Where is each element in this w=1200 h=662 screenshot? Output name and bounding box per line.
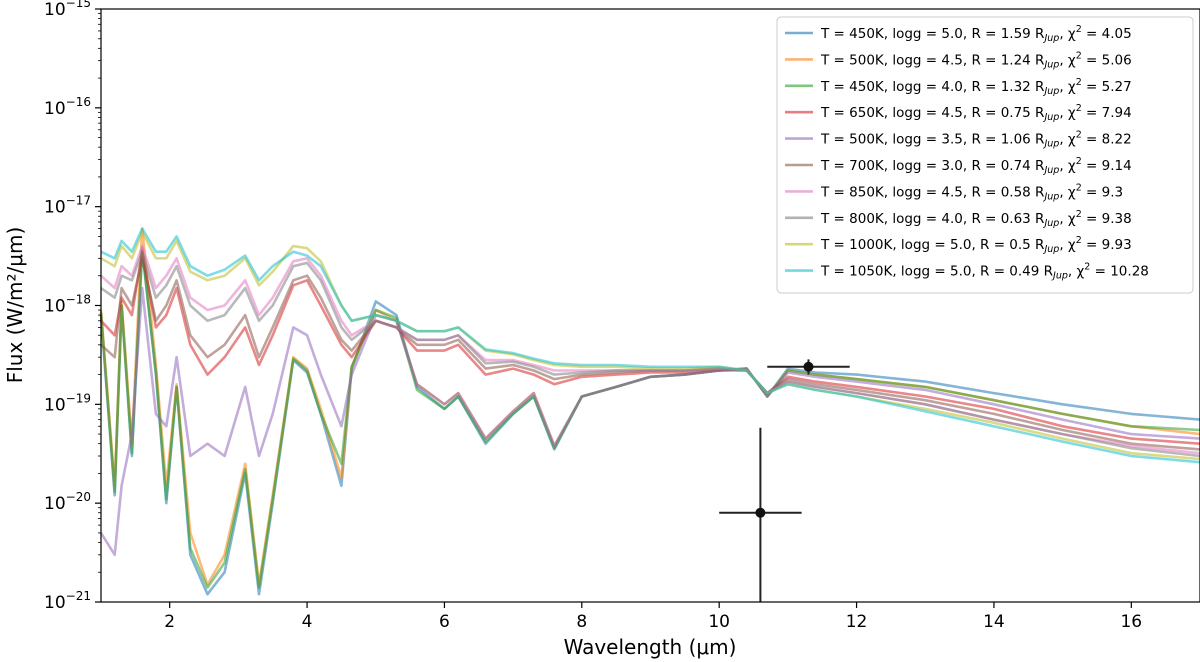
- legend-label: T = 1050K, logg = 5.0, R = 0.49 RJup, χ2…: [820, 262, 1149, 282]
- legend-label: T = 450K, logg = 5.0, R = 1.59 RJup, χ2 …: [820, 24, 1132, 44]
- x-tick: 6: [439, 602, 450, 632]
- legend-entry: T = 850K, logg = 4.5, R = 0.58 RJup, χ2 …: [785, 182, 1123, 202]
- legend-entry: T = 1000K, logg = 5.0, R = 0.5 RJup, χ2 …: [785, 235, 1132, 255]
- y-tick: 10−17: [44, 111, 101, 218]
- legend-label: T = 800K, logg = 4.0, R = 0.63 RJup, χ2 …: [820, 209, 1132, 229]
- series-line-5: [99, 286, 1200, 557]
- x-tick: 14: [983, 602, 1005, 632]
- x-tick-label: 6: [439, 612, 450, 632]
- legend-entry: T = 450K, logg = 4.0, R = 1.32 RJup, χ2 …: [785, 77, 1132, 97]
- legend-label: T = 650K, logg = 4.5, R = 0.75 RJup, χ2 …: [820, 103, 1132, 123]
- legend-label: T = 500K, logg = 3.5, R = 1.06 RJup, χ2 …: [820, 130, 1132, 150]
- legend-entry: T = 500K, logg = 4.5, R = 1.24 RJup, χ2 …: [785, 50, 1132, 70]
- y-tick: 10−21: [44, 507, 101, 613]
- x-tick: 10: [708, 602, 730, 632]
- legend-box: [776, 16, 1194, 294]
- x-axis-ticks: 2 4 6 8 10 12 14 16: [164, 602, 1142, 632]
- legend-entry: T = 450K, logg = 5.0, R = 1.59 RJup, χ2 …: [785, 24, 1132, 44]
- x-tick-label: 14: [983, 612, 1005, 632]
- x-axis-label: Wavelength (μm): [564, 635, 737, 659]
- series-line-6: [100, 257, 1200, 451]
- y-tick-label: 10−21: [44, 589, 91, 613]
- y-tick-label: 10−17: [44, 194, 91, 218]
- series-layer: [99, 227, 1200, 596]
- y-tick: 10−20: [44, 408, 101, 514]
- y-tick-label: 10−20: [44, 490, 91, 514]
- x-tick: 4: [302, 602, 313, 632]
- series-line-8: [100, 250, 1200, 458]
- observation-point-2: [767, 359, 850, 375]
- legend-entry: T = 1050K, logg = 5.0, R = 0.49 RJup, χ2…: [785, 262, 1149, 282]
- legend-label: T = 450K, logg = 4.0, R = 1.32 RJup, χ2 …: [820, 77, 1132, 97]
- x-tick-label: 12: [846, 612, 868, 632]
- legend-entry: T = 700K, logg = 3.0, R = 0.74 RJup, χ2 …: [785, 156, 1132, 176]
- x-tick: 16: [1120, 602, 1142, 632]
- y-tick-label: 10−18: [44, 293, 91, 317]
- legend-entry: T = 500K, logg = 3.5, R = 1.06 RJup, χ2 …: [785, 130, 1132, 150]
- x-tick: 12: [846, 602, 868, 632]
- x-tick: 2: [164, 602, 175, 632]
- y-tick: 10−15: [44, 0, 101, 20]
- observation-point-1: [719, 427, 802, 602]
- x-tick-label: 2: [164, 612, 175, 632]
- y-axis-label: Flux (W/m²/μm): [3, 227, 27, 384]
- series-line-10: [100, 227, 1200, 464]
- x-tick-label: 4: [302, 612, 313, 632]
- legend-label: T = 500K, logg = 4.5, R = 1.24 RJup, χ2 …: [820, 50, 1132, 70]
- y-tick-label: 10−15: [44, 0, 91, 20]
- legend-entry: T = 800K, logg = 4.0, R = 0.63 RJup, χ2 …: [785, 209, 1132, 229]
- legend-label: T = 850K, logg = 4.5, R = 0.58 RJup, χ2 …: [820, 182, 1123, 202]
- y-tick: 10−16: [44, 13, 101, 119]
- y-tick: 10−18: [44, 210, 101, 317]
- x-tick: 8: [576, 602, 587, 632]
- x-tick-label: 8: [576, 612, 587, 632]
- series-line-4: [100, 250, 1200, 445]
- legend-label: T = 1000K, logg = 5.0, R = 0.5 RJup, χ2 …: [820, 235, 1132, 255]
- legend-label: T = 700K, logg = 3.0, R = 0.74 RJup, χ2 …: [820, 156, 1132, 176]
- y-tick: 10−19: [44, 309, 101, 415]
- legend: T = 450K, logg = 5.0, R = 1.59 RJup, χ2 …: [776, 16, 1194, 294]
- y-axis-ticks: 10−21 10−20 10−19 10−18 10−17 10−16 10−15: [44, 0, 101, 613]
- series-line-3: [99, 249, 1200, 589]
- legend-entry: T = 650K, logg = 4.5, R = 0.75 RJup, χ2 …: [785, 103, 1132, 123]
- observation-layer: [719, 359, 850, 602]
- y-tick-label: 10−19: [44, 391, 91, 415]
- y-tick-label: 10−16: [44, 95, 91, 119]
- x-tick-label: 10: [708, 612, 730, 632]
- x-tick-label: 16: [1120, 612, 1142, 632]
